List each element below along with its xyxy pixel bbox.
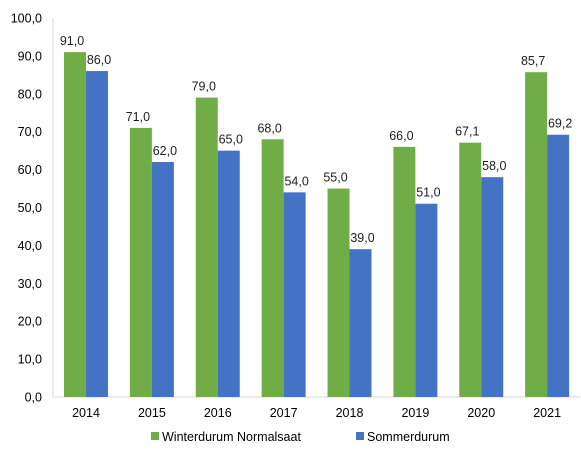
- data-label: 67,1: [455, 125, 479, 139]
- y-tick-label: 70,0: [18, 125, 42, 139]
- legend-swatch: [356, 432, 364, 440]
- data-labels: 91,0 71,0 79,0 68,0 55,0 66,0 67,1 85,7 86,0 62,0…: [60, 34, 573, 245]
- data-label: 54,0: [284, 174, 308, 188]
- data-label: 51,0: [416, 186, 440, 200]
- legend-swatch: [151, 432, 159, 440]
- legend: Winterdurum Normalsaat Sommerdurum: [151, 430, 450, 444]
- bar-winterdurum-2017: [261, 139, 284, 397]
- bar-sommerdurum-2018: [349, 249, 372, 397]
- data-label: 58,0: [482, 159, 506, 173]
- x-tick-label: 2018: [336, 406, 364, 420]
- y-tick-label: 80,0: [18, 87, 42, 101]
- data-label: 71,0: [126, 110, 150, 124]
- data-label: 79,0: [192, 80, 216, 94]
- data-label: 86,0: [87, 53, 111, 67]
- y-tick-label: 30,0: [18, 277, 42, 291]
- y-tick-label: 50,0: [18, 201, 42, 215]
- bar-sommerdurum-2017: [283, 192, 306, 397]
- data-label: 85,7: [521, 54, 545, 68]
- data-label: 62,0: [153, 144, 177, 158]
- y-tick-label: 40,0: [18, 239, 42, 253]
- bar-sommerdurum-2015: [151, 162, 174, 397]
- data-label: 69,2: [548, 117, 572, 131]
- bar-sommerdurum-2019: [415, 203, 438, 397]
- bar-winterdurum-2015: [129, 127, 152, 397]
- y-tick-label: 100,0: [11, 12, 42, 26]
- bar-sommerdurum-2021: [547, 134, 570, 397]
- bar-sommerdurum-2020: [481, 177, 504, 397]
- data-label: 66,0: [389, 129, 413, 143]
- y-axis-ticks: 0,0 10,0 20,0 30,0 40,0 50,0 60,0 70,0 80,0 90,0 1…: [11, 12, 42, 405]
- data-label: 91,0: [60, 34, 84, 48]
- x-tick-label: 2017: [270, 406, 298, 420]
- bar-sommerdurum-2014: [86, 71, 108, 397]
- x-axis-ticks: 2014 2015 2016 2017 2018 2019 2020 2021: [72, 406, 561, 420]
- x-tick-label: 2015: [138, 406, 166, 420]
- y-tick-label: 0,0: [25, 391, 42, 405]
- bar-winterdurum-2018: [327, 188, 350, 397]
- bar-winterdurum-2014: [64, 52, 86, 398]
- data-label: 39,0: [350, 231, 374, 245]
- x-tick-label: 2019: [401, 406, 429, 420]
- bar-winterdurum-2021: [525, 72, 548, 398]
- x-tick-label: 2014: [72, 406, 100, 420]
- legend-label: Sommerdurum: [367, 430, 450, 444]
- legend-label: Winterdurum Normalsaat: [162, 430, 301, 444]
- y-tick-label: 20,0: [18, 315, 42, 329]
- x-tick-label: 2020: [467, 406, 495, 420]
- bar-winterdurum-2016: [195, 97, 218, 397]
- data-label: 65,0: [219, 133, 243, 147]
- bar-sommerdurum-2016: [217, 150, 240, 397]
- bar-winterdurum-2019: [393, 146, 416, 397]
- data-label: 68,0: [257, 121, 281, 135]
- y-tick-label: 10,0: [18, 353, 42, 367]
- bar-winterdurum-2020: [459, 142, 482, 397]
- x-tick-label: 2021: [533, 406, 561, 420]
- bars: [64, 52, 570, 398]
- x-tick-label: 2016: [204, 406, 232, 420]
- data-label: 55,0: [323, 171, 347, 185]
- y-tick-label: 60,0: [18, 163, 42, 177]
- y-tick-label: 90,0: [18, 49, 42, 63]
